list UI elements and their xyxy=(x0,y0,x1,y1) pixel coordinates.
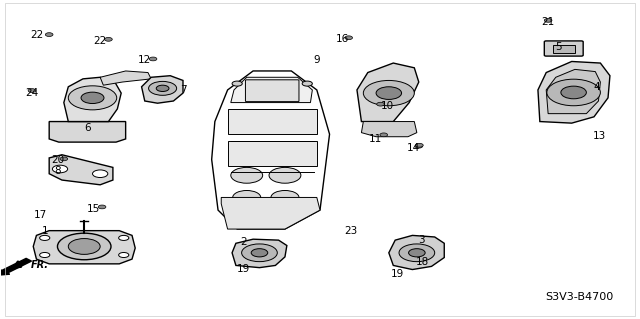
Bar xyxy=(228,141,317,166)
Text: 14: 14 xyxy=(407,144,420,153)
Circle shape xyxy=(561,86,586,99)
Circle shape xyxy=(60,157,68,161)
Text: 23: 23 xyxy=(344,226,357,236)
Text: 2: 2 xyxy=(240,237,247,247)
Circle shape xyxy=(251,249,268,257)
Bar xyxy=(552,45,575,53)
Text: 6: 6 xyxy=(84,123,91,133)
Polygon shape xyxy=(538,62,610,123)
Text: 11: 11 xyxy=(369,134,382,144)
Polygon shape xyxy=(232,239,287,268)
Circle shape xyxy=(377,102,385,106)
Text: 4: 4 xyxy=(594,82,600,92)
Circle shape xyxy=(399,244,435,262)
Text: 22: 22 xyxy=(93,36,107,46)
Text: 20: 20 xyxy=(51,154,64,165)
Polygon shape xyxy=(221,197,320,229)
Circle shape xyxy=(68,86,116,110)
Text: 13: 13 xyxy=(593,131,605,141)
Text: 24: 24 xyxy=(26,88,38,98)
Circle shape xyxy=(271,190,299,204)
Text: 19: 19 xyxy=(391,269,404,279)
Circle shape xyxy=(242,244,277,262)
Polygon shape xyxy=(362,122,417,137)
Circle shape xyxy=(118,235,129,241)
Circle shape xyxy=(544,19,552,22)
Circle shape xyxy=(547,79,600,106)
Circle shape xyxy=(68,239,100,254)
Circle shape xyxy=(415,144,422,148)
Circle shape xyxy=(40,252,50,257)
FancyArrow shape xyxy=(0,258,31,275)
Circle shape xyxy=(118,252,129,257)
Polygon shape xyxy=(389,235,444,270)
Text: 1: 1 xyxy=(42,226,48,236)
Circle shape xyxy=(302,81,312,86)
Circle shape xyxy=(380,133,388,137)
Text: 3: 3 xyxy=(419,235,425,245)
Text: 17: 17 xyxy=(35,210,47,220)
Text: 8: 8 xyxy=(54,166,61,175)
Circle shape xyxy=(45,33,53,36)
Text: 22: 22 xyxy=(30,30,43,40)
Circle shape xyxy=(28,89,36,93)
Polygon shape xyxy=(141,76,183,103)
Polygon shape xyxy=(100,71,151,85)
FancyBboxPatch shape xyxy=(544,41,583,56)
Polygon shape xyxy=(546,69,600,114)
Circle shape xyxy=(148,81,177,95)
Text: 9: 9 xyxy=(314,55,320,65)
Text: 12: 12 xyxy=(138,55,152,65)
Text: FR.: FR. xyxy=(31,260,49,271)
Circle shape xyxy=(149,57,157,61)
Circle shape xyxy=(233,190,260,204)
Polygon shape xyxy=(49,122,125,142)
Circle shape xyxy=(99,205,106,209)
Text: 5: 5 xyxy=(556,42,563,52)
Circle shape xyxy=(156,85,169,92)
FancyBboxPatch shape xyxy=(246,80,299,102)
Polygon shape xyxy=(231,77,312,103)
Circle shape xyxy=(40,235,50,241)
Circle shape xyxy=(52,165,68,173)
Polygon shape xyxy=(357,63,419,122)
Circle shape xyxy=(415,143,423,147)
Text: 18: 18 xyxy=(415,257,429,267)
Circle shape xyxy=(269,167,301,183)
Circle shape xyxy=(104,37,112,41)
Circle shape xyxy=(408,249,425,257)
Polygon shape xyxy=(33,231,135,264)
Text: 10: 10 xyxy=(380,101,394,111)
Circle shape xyxy=(345,36,353,40)
Circle shape xyxy=(81,92,104,104)
Polygon shape xyxy=(49,155,113,185)
Circle shape xyxy=(232,81,243,86)
Circle shape xyxy=(376,87,401,100)
Text: 7: 7 xyxy=(180,85,186,95)
Bar xyxy=(228,109,317,134)
Circle shape xyxy=(93,170,108,178)
Text: 15: 15 xyxy=(87,204,100,213)
Circle shape xyxy=(231,167,262,183)
Circle shape xyxy=(364,80,414,106)
Polygon shape xyxy=(64,77,121,122)
Text: 19: 19 xyxy=(237,263,250,274)
Text: 16: 16 xyxy=(335,34,349,44)
Circle shape xyxy=(58,233,111,260)
Text: 21: 21 xyxy=(541,17,555,27)
Text: S3V3-B4700: S3V3-B4700 xyxy=(545,292,613,302)
